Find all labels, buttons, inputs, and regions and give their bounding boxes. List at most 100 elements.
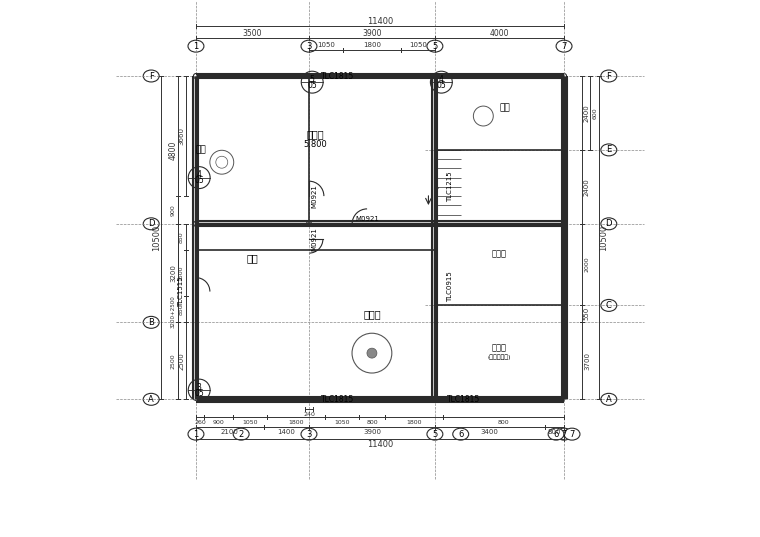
- Text: 800: 800: [366, 420, 378, 425]
- Text: 5.800: 5.800: [303, 140, 328, 149]
- Text: 3: 3: [197, 382, 201, 391]
- Circle shape: [562, 221, 566, 226]
- Text: 10500: 10500: [600, 224, 608, 251]
- Text: 1: 1: [193, 430, 198, 439]
- Text: 1800: 1800: [363, 42, 381, 48]
- Text: 3900: 3900: [363, 28, 382, 38]
- Text: D: D: [606, 219, 612, 228]
- Circle shape: [194, 74, 198, 78]
- Text: 05: 05: [436, 81, 446, 90]
- Text: TLC1815: TLC1815: [321, 71, 355, 81]
- Text: 3: 3: [306, 430, 312, 439]
- Text: 4: 4: [439, 75, 444, 84]
- Circle shape: [188, 379, 210, 401]
- Ellipse shape: [453, 428, 469, 440]
- Text: 850: 850: [179, 303, 183, 315]
- Ellipse shape: [427, 40, 443, 52]
- Text: F: F: [606, 71, 611, 81]
- Text: 卧室: 卧室: [246, 253, 258, 263]
- Text: 2100: 2100: [221, 429, 239, 435]
- Text: 2000: 2000: [584, 257, 590, 272]
- Text: 05: 05: [195, 176, 204, 185]
- Text: 3660: 3660: [178, 127, 184, 145]
- Text: 6: 6: [458, 430, 464, 439]
- Text: 260: 260: [195, 420, 206, 425]
- Text: 4800: 4800: [169, 140, 178, 159]
- Ellipse shape: [556, 428, 572, 440]
- Text: 800: 800: [498, 420, 509, 425]
- Ellipse shape: [233, 428, 249, 440]
- Text: (步入式衣帽): (步入式衣帽): [488, 354, 511, 360]
- Text: 7: 7: [562, 430, 567, 439]
- Ellipse shape: [427, 428, 443, 440]
- Ellipse shape: [601, 70, 617, 82]
- Text: 卫生间: 卫生间: [492, 249, 507, 258]
- Circle shape: [306, 221, 312, 226]
- Circle shape: [188, 166, 210, 188]
- Ellipse shape: [301, 428, 317, 440]
- Text: 3200+2500: 3200+2500: [170, 295, 176, 328]
- Text: 900: 900: [170, 204, 176, 216]
- Ellipse shape: [601, 300, 617, 311]
- Circle shape: [301, 71, 323, 93]
- Ellipse shape: [601, 218, 617, 230]
- Text: TLC1815: TLC1815: [321, 395, 355, 404]
- Text: 3200: 3200: [170, 264, 176, 282]
- Text: TLC0915: TLC0915: [447, 272, 453, 302]
- Text: B: B: [148, 318, 154, 327]
- Text: 露台: 露台: [499, 104, 510, 112]
- Circle shape: [306, 74, 312, 78]
- Text: 3: 3: [306, 42, 312, 50]
- Text: 露台: 露台: [195, 146, 206, 155]
- Text: 3500: 3500: [242, 28, 262, 38]
- Text: A: A: [606, 395, 612, 404]
- Text: E: E: [606, 146, 612, 155]
- Text: TLC1515: TLC1515: [178, 276, 184, 307]
- Text: 1500: 1500: [179, 265, 183, 281]
- Text: 2400: 2400: [584, 104, 590, 122]
- Text: 6: 6: [553, 430, 559, 439]
- Text: 更衣室: 更衣室: [492, 343, 507, 352]
- Text: 600: 600: [592, 107, 597, 119]
- Text: 800: 800: [548, 429, 561, 435]
- Ellipse shape: [188, 428, 204, 440]
- Text: 11400: 11400: [367, 440, 393, 448]
- Ellipse shape: [548, 428, 564, 440]
- Text: 3700: 3700: [584, 352, 590, 370]
- Circle shape: [194, 221, 198, 226]
- Text: 2500: 2500: [170, 353, 176, 368]
- Text: 05: 05: [307, 81, 317, 90]
- Text: 1800: 1800: [289, 420, 304, 425]
- Text: 4000: 4000: [489, 28, 509, 38]
- Ellipse shape: [556, 40, 572, 52]
- Text: TLC1215: TLC1215: [447, 171, 453, 202]
- Circle shape: [432, 74, 437, 78]
- Text: 5: 5: [432, 430, 438, 439]
- Text: 起居室: 起居室: [306, 129, 325, 140]
- Ellipse shape: [564, 428, 580, 440]
- Text: 10500: 10500: [152, 224, 160, 251]
- Ellipse shape: [601, 144, 617, 156]
- Text: M0921: M0921: [311, 184, 317, 208]
- Text: 3900: 3900: [363, 429, 381, 435]
- Ellipse shape: [143, 70, 159, 82]
- Text: D: D: [148, 219, 154, 228]
- Circle shape: [367, 348, 377, 358]
- Circle shape: [432, 221, 437, 226]
- Text: 主卧室: 主卧室: [363, 309, 381, 319]
- Text: 2400: 2400: [584, 178, 590, 195]
- Text: TLC1815: TLC1815: [448, 395, 480, 404]
- Ellipse shape: [301, 40, 317, 52]
- Text: 05: 05: [195, 389, 204, 397]
- Ellipse shape: [188, 40, 204, 52]
- Text: 4: 4: [197, 170, 201, 179]
- Text: 7: 7: [569, 430, 575, 439]
- Text: C: C: [606, 301, 612, 310]
- Text: 11400: 11400: [367, 17, 393, 26]
- Circle shape: [562, 74, 566, 78]
- Text: 1: 1: [193, 42, 198, 50]
- Text: ↓: ↓: [432, 182, 441, 192]
- Ellipse shape: [601, 393, 617, 405]
- Text: 900: 900: [213, 420, 225, 425]
- Ellipse shape: [143, 218, 159, 230]
